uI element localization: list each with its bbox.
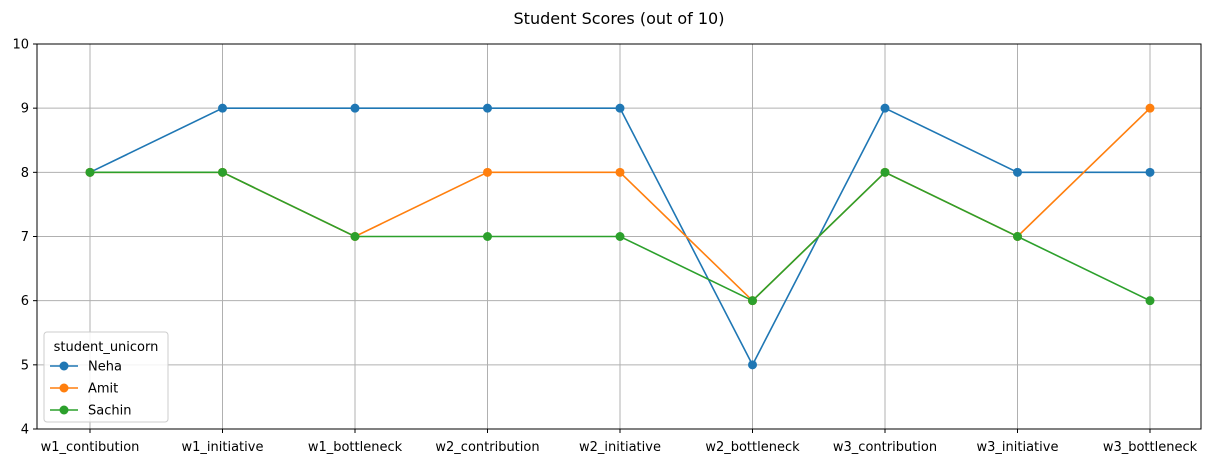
data-point [615, 167, 625, 177]
data-point [218, 103, 227, 113]
data-point [483, 232, 492, 241]
y-tick-label: 8 [21, 166, 29, 181]
data-point [483, 167, 492, 177]
legend-title: student_unicorn [54, 340, 159, 355]
legend-label: Amit [88, 382, 118, 397]
data-point [748, 296, 757, 306]
x-tick-label: w1_initiative [182, 440, 264, 455]
data-point [880, 103, 890, 113]
legend-marker [59, 405, 69, 415]
data-point [1145, 103, 1155, 113]
x-tick-label: w3_bottleneck [1103, 440, 1198, 455]
legend-label: Neha [88, 360, 122, 375]
y-tick-label: 7 [21, 230, 29, 245]
legend-marker [59, 361, 69, 371]
x-axis: w1_contibution w1_initiative w1_bottleneck… [41, 429, 1198, 455]
x-tick-label: w3_contribution [833, 440, 937, 455]
legend-label: Sachin [88, 404, 131, 419]
y-tick-label: 10 [12, 38, 29, 53]
y-tick-label: 4 [21, 423, 29, 438]
data-point [483, 103, 492, 113]
y-tick-label: 9 [21, 102, 29, 117]
x-tick-label: w2_initiative [579, 440, 661, 455]
series-neha [85, 103, 1155, 370]
data-point [748, 360, 757, 370]
legend-item-neha: Neha [50, 360, 122, 375]
legend-box [43, 331, 169, 423]
x-tick-label: w3_initiative [977, 440, 1059, 455]
x-tick-label: w1_contibution [41, 440, 140, 455]
legend: student_unicorn Neha Amit Sachin [43, 331, 169, 423]
data-point [350, 103, 360, 113]
legend-item-amit: Amit [50, 382, 118, 397]
data-point [1013, 232, 1022, 241]
y-tick-label: 6 [21, 294, 29, 309]
series-layer [85, 103, 1155, 370]
x-tick-label: w2_contribution [435, 440, 539, 455]
series-sachin [85, 167, 1155, 306]
data-point [615, 232, 625, 241]
data-point [880, 167, 890, 177]
legend-item-sachin: Sachin [50, 404, 131, 419]
data-point [85, 167, 95, 177]
x-tick-label: w2_bottleneck [705, 440, 800, 455]
data-point [1145, 167, 1155, 177]
data-point [350, 232, 360, 241]
data-point [615, 103, 625, 113]
legend-marker [59, 383, 69, 393]
y-tick-label: 5 [21, 358, 29, 373]
chart-title: Student Scores (out of 10) [514, 9, 725, 28]
data-point [218, 167, 227, 177]
data-point [1145, 296, 1155, 306]
y-axis: 4 5 6 7 8 9 10 [12, 38, 37, 438]
data-point [1013, 167, 1022, 177]
x-tick-label: w1_bottleneck [308, 440, 403, 455]
